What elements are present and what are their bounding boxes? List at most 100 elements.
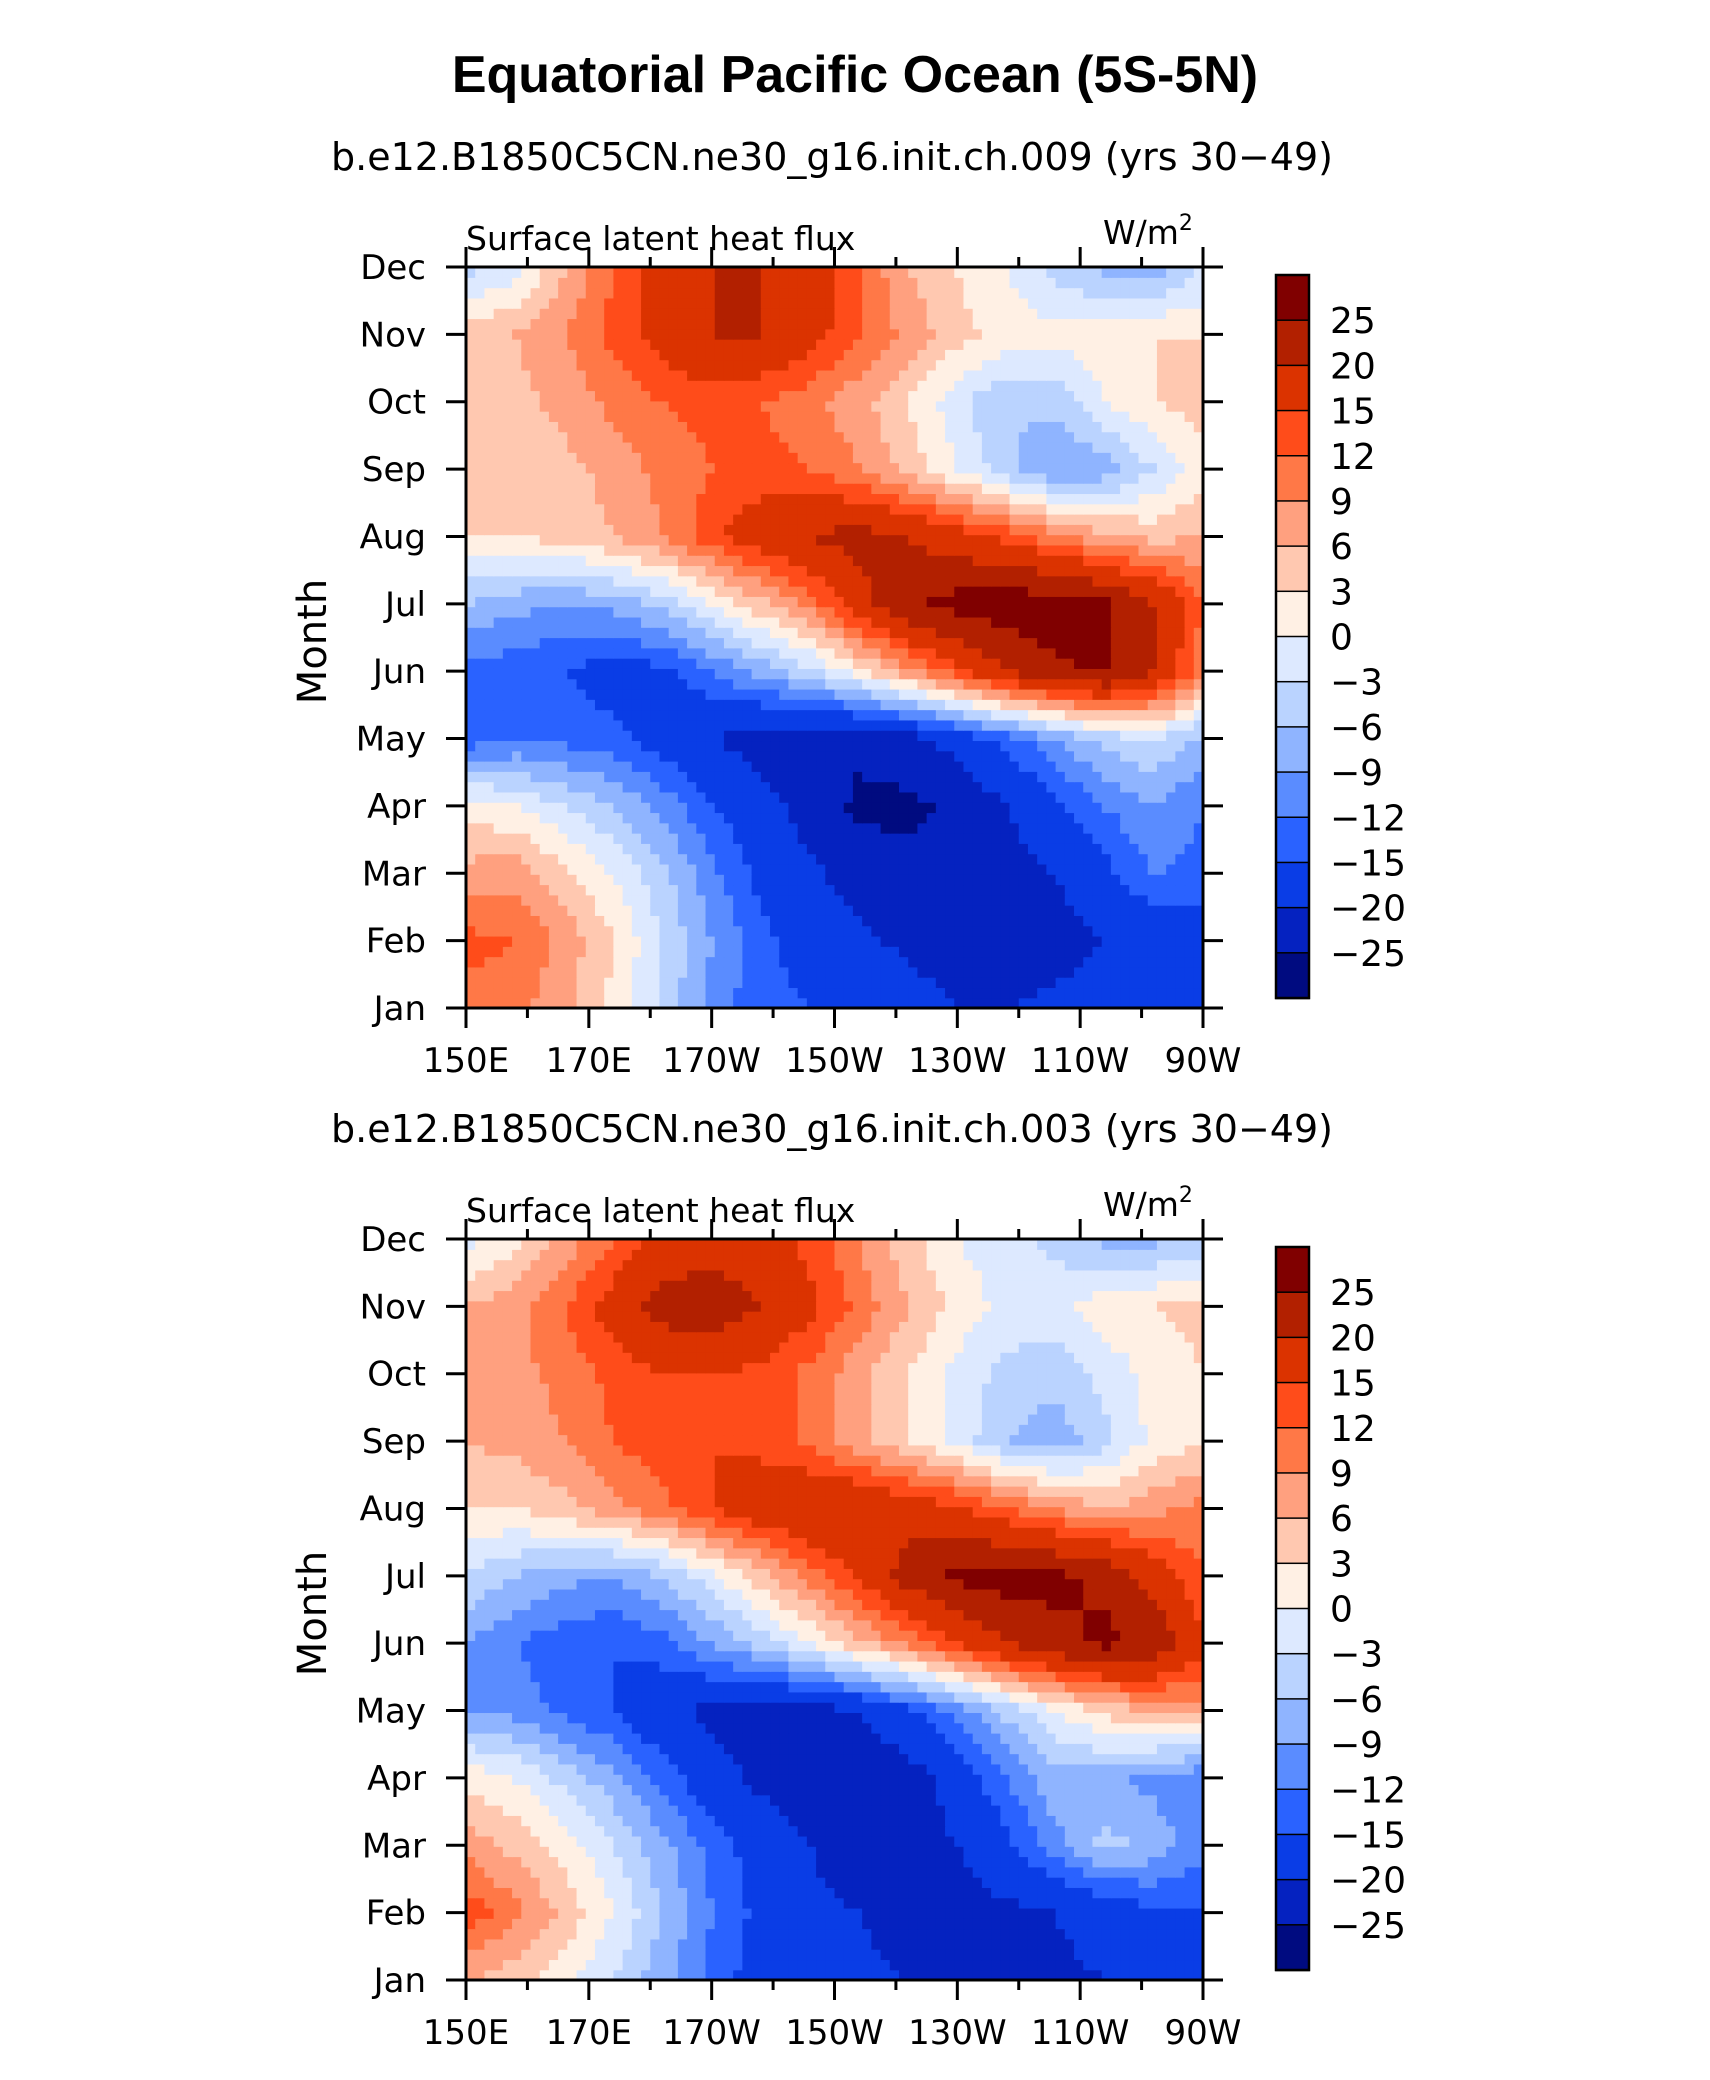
heatmap-cell: [733, 472, 743, 484]
heatmap-cell: [797, 730, 808, 742]
heatmap-cell: [908, 699, 919, 711]
heatmap-cell: [991, 853, 1001, 865]
heatmap-cell: [1129, 925, 1140, 937]
heatmap-cell: [917, 750, 928, 762]
heatmap-cell: [935, 750, 946, 762]
heatmap-cell: [548, 586, 559, 597]
heatmap-cell: [1092, 987, 1103, 999]
heatmap-cell: [521, 719, 532, 731]
heatmap-cell: [705, 586, 716, 597]
heatmap-cell: [733, 843, 743, 855]
heatmap-cell: [981, 390, 992, 402]
heatmap-cell: [825, 791, 836, 803]
heatmap-cell: [1110, 627, 1121, 639]
heatmap-cell: [935, 647, 946, 659]
heatmap-cell: [834, 400, 845, 412]
heatmap-cell: [871, 658, 882, 669]
heatmap-cell: [779, 987, 790, 999]
heatmap-cell: [788, 411, 799, 422]
heatmap-cell: [585, 761, 596, 772]
heatmap-cell: [723, 472, 734, 484]
heatmap-cell: [723, 534, 734, 546]
heatmap-cell: [622, 997, 633, 1009]
heatmap-cell: [834, 369, 845, 381]
heatmap-cell: [908, 977, 919, 989]
heatmap-cell: [908, 658, 919, 669]
heatmap-cell: [1138, 431, 1149, 443]
heatmap-cell: [751, 853, 762, 865]
heatmap-cell: [945, 688, 955, 700]
heatmap-cell: [1138, 843, 1149, 855]
heatmap-cell: [1027, 452, 1038, 464]
heatmap-cell: [972, 709, 983, 721]
heatmap-cell: [594, 596, 605, 608]
heatmap-cell: [981, 997, 992, 1009]
heatmap-cell: [604, 606, 614, 618]
heatmap-cell: [825, 575, 836, 587]
heatmap-cell: [650, 833, 661, 844]
heatmap-cell: [576, 514, 587, 525]
heatmap-cell: [475, 390, 486, 402]
heatmap-cell: [668, 894, 679, 906]
heatmap-cell: [613, 606, 624, 618]
heatmap-cell: [1101, 935, 1112, 947]
heatmap-cell: [1018, 761, 1029, 772]
heatmap-cell: [696, 822, 707, 834]
heatmap-cell: [1175, 884, 1186, 896]
heatmap-cell: [594, 627, 605, 639]
heatmap-cell: [935, 977, 946, 989]
heatmap-cell: [466, 935, 476, 947]
heatmap-cell: [880, 781, 891, 793]
heatmap-cell: [908, 431, 919, 443]
heatmap-cell: [484, 905, 495, 916]
heatmap-cell: [475, 380, 486, 392]
heatmap-cell: [880, 575, 891, 587]
heatmap-cell: [1009, 750, 1020, 762]
heatmap-cell: [981, 771, 992, 783]
heatmap-cell: [1083, 771, 1094, 783]
heatmap-cell: [862, 668, 872, 680]
heatmap-cell: [594, 894, 605, 906]
heatmap-cell: [466, 411, 476, 422]
heatmap-cell: [788, 472, 799, 484]
heatmap-cell: [1018, 441, 1029, 453]
heatmap-cell: [733, 966, 743, 978]
heatmap-cell: [1046, 761, 1057, 772]
heatmap-cell: [484, 791, 495, 803]
heatmap-cell: [742, 575, 753, 587]
heatmap-cell: [1037, 843, 1047, 855]
heatmap-cell: [714, 390, 725, 402]
heatmap-cell: [935, 575, 946, 587]
heatmap-cell: [797, 441, 808, 453]
heatmap-cell: [1193, 503, 1204, 515]
heatmap-cell: [594, 812, 605, 824]
heatmap-cell: [659, 709, 670, 721]
heatmap-cell: [1147, 719, 1158, 731]
heatmap-cell: [981, 647, 992, 659]
heatmap-cell: [751, 647, 762, 659]
heatmap-cell: [816, 606, 826, 618]
heatmap-cell: [1046, 514, 1057, 525]
heatmap-cell: [917, 740, 928, 752]
heatmap-cell: [622, 380, 633, 392]
heatmap-cell: [539, 884, 550, 896]
heatmap-cell: [880, 874, 891, 886]
heatmap-cell: [1138, 894, 1149, 906]
heatmap-cell: [1166, 411, 1176, 422]
heatmap-cell: [852, 452, 863, 464]
heatmap-cell: [742, 884, 753, 896]
heatmap-cell: [779, 740, 790, 752]
heatmap-cell: [576, 411, 587, 422]
heatmap-cell: [1074, 915, 1084, 927]
figure-title: Equatorial Pacific Ocean (5S-5N): [452, 46, 1258, 104]
heatmap-cell: [991, 483, 1001, 495]
heatmap-cell: [622, 627, 633, 639]
heatmap-cell: [760, 905, 771, 916]
heatmap-cell: [558, 688, 568, 700]
heatmap-cell: [760, 380, 771, 392]
heatmap-cell: [548, 524, 559, 536]
heatmap-cell: [659, 544, 670, 556]
heatmap-cell: [567, 781, 578, 793]
heatmap-cell: [723, 627, 734, 639]
heatmap-cell: [926, 565, 937, 577]
